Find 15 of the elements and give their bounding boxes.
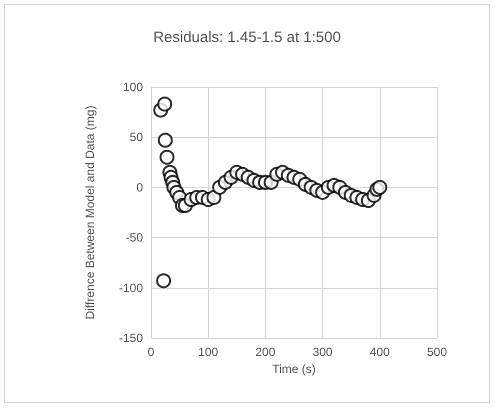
y-tick-label: 50 [130,130,144,144]
x-tick-label: 100 [198,345,219,359]
y-tick-label: -50 [126,230,144,245]
y-tick-label: 100 [122,80,144,94]
y-tick-label: -100 [118,280,144,295]
y-axis-title: Diffrence Between Model and Data (mg) [83,106,97,320]
x-axis-title: Time (s) [272,362,316,376]
x-tick-label: 500 [426,345,448,359]
x-tick-label: 200 [255,345,276,359]
x-tick-label: 300 [312,345,333,359]
y-tick-label: 0 [136,180,144,194]
y-tick-label: -150 [118,331,144,345]
chart-title: Residuals: 1.45-1.5 at 1:500 [153,29,341,46]
x-tick-label: 0 [148,345,155,359]
x-tick-label: 400 [370,345,390,359]
